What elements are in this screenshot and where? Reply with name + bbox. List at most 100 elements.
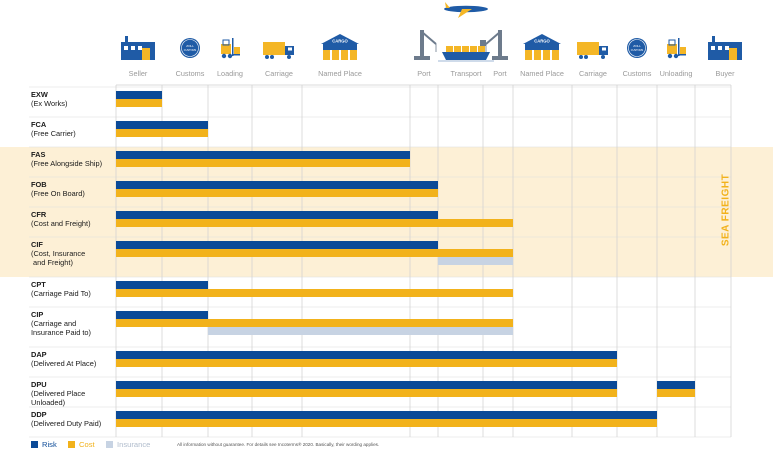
customs-icon-right-ring: [628, 39, 646, 57]
stage-label-6: Transport: [450, 69, 482, 78]
customs-icon-right-text2: CUSTOMS: [631, 49, 644, 52]
row-fullname: and Freight): [31, 258, 73, 267]
stage-label-5: Port: [417, 69, 431, 78]
carriage-truck-icon-left-wheel3: [287, 55, 291, 59]
cargo-ship-icon-container: [454, 46, 461, 52]
customs-icon-right-disc: [627, 38, 647, 58]
legend-cost: Cost: [68, 440, 95, 449]
cargo-ship-icon-container: [470, 46, 477, 52]
buyer-warehouse-icon-window: [711, 46, 715, 50]
bar-cost-ddp: [116, 419, 657, 427]
carriage-truck-icon-left-wheel1: [265, 55, 269, 59]
named-place-cargo-icon-left-body: [323, 44, 357, 50]
loading-forklift-icon-wheel1: [221, 53, 227, 59]
bar-risk-dpu-1: [657, 381, 695, 389]
customs-icon-right-text1: ZOLL: [633, 44, 641, 48]
row-fullname: (Cost, Insurance: [31, 249, 86, 258]
carriage-truck-icon-right-window: [602, 47, 606, 51]
row-label-exw: EXW (Ex Works): [31, 90, 67, 108]
port-crane-icon-left-jib: [421, 31, 437, 45]
bar-risk-exw: [116, 91, 162, 99]
named-place-cargo-icon-right-body: [525, 44, 559, 50]
unloading-forklift-icon: [667, 38, 686, 59]
named-place-cargo-icon-right-crate: [525, 50, 532, 60]
carriage-truck-icon-right-wheel2: [584, 55, 588, 59]
seller-warehouse-icon-window: [124, 46, 128, 50]
named-place-cargo-icon-right-text: CARGO: [534, 39, 550, 44]
row-fullname: (Free On Board): [31, 189, 85, 198]
row-code: DAP: [31, 350, 47, 359]
row-label-cpt: CPT (Carriage Paid To): [31, 280, 91, 298]
bar-cost-fob: [116, 189, 438, 197]
airplane-icon-wing: [458, 9, 472, 18]
loading-forklift-icon-cab: [222, 39, 230, 46]
bar-risk-fob: [116, 181, 438, 189]
row-label-dpu: DPU (Delivered Place Unloaded): [31, 380, 85, 407]
legend-insurance-label: Insurance: [117, 440, 151, 449]
sea-freight-label: SEA FREIGHT: [720, 173, 732, 247]
row-fullname: (Delivered Duty Paid): [31, 419, 102, 428]
cargo-ship-icon-container: [446, 46, 453, 52]
named-place-cargo-icon-right-crate: [552, 50, 559, 60]
bar-cost-cpt: [116, 289, 513, 297]
bar-cost-dpu-1: [657, 389, 695, 397]
bars: [116, 91, 695, 427]
airplane-icon: [444, 2, 488, 18]
bar-risk-dap: [116, 351, 617, 359]
customs-icon-left-disc: [180, 38, 200, 58]
legend-insurance: Insurance: [106, 440, 150, 449]
row-code: DPU: [31, 380, 47, 389]
legend-cost-swatch: [68, 441, 75, 448]
stage-label-2: Loading: [217, 69, 243, 78]
unloading-forklift-icon-wheel1: [667, 53, 673, 59]
seller-warehouse-icon: [121, 36, 155, 60]
cargo-ship-icon-hull: [442, 52, 490, 60]
bar-cost-dpu: [116, 389, 617, 397]
carriage-truck-icon-right: [577, 42, 608, 59]
port-crane-icon-right-base: [492, 56, 508, 60]
customs-icon-left-text1: ZOLL: [186, 44, 194, 48]
customs-icon-left-ring: [181, 39, 199, 57]
stage-label-10: Customs: [622, 69, 652, 78]
bar-risk-cip: [116, 311, 208, 319]
named-place-cargo-icon-left: CARGO: [321, 34, 359, 60]
stage-label-8: Named Place: [520, 69, 564, 78]
row-label-dap: DAP (Delivered At Place): [31, 350, 96, 368]
named-place-cargo-icon-left-crate: [323, 50, 330, 60]
named-place-cargo-icon-left-crate: [332, 50, 339, 60]
loading-forklift-icon-fork: [233, 54, 240, 56]
row-code: FCA: [31, 120, 47, 129]
carriage-truck-icon-left-wheel2: [270, 55, 274, 59]
seller-warehouse-icon-chimney: [125, 36, 128, 43]
loading-forklift-icon-body: [221, 44, 231, 54]
bar-risk-fca: [116, 121, 208, 129]
row-code: CPT: [31, 280, 46, 289]
bar-risk-ddp: [116, 411, 657, 419]
row-fullname: (Cost and Freight): [31, 219, 91, 228]
unloading-forklift-icon-wheel2: [673, 53, 679, 59]
row-label-cip: CIP (Carriage and Insurance Paid to): [31, 310, 91, 337]
cargo-ship-icon: [438, 40, 494, 62]
row-fullname: (Ex Works): [31, 99, 68, 108]
cargo-ship-icon-bridge: [480, 40, 486, 46]
seller-warehouse-icon-window: [138, 46, 142, 50]
bar-cost-cfr: [116, 219, 513, 227]
row-fullname: (Free Carrier): [31, 129, 76, 138]
row-fullname: (Free Alongside Ship): [31, 159, 103, 168]
bar-risk-cfr: [116, 211, 438, 219]
bar-insurance-cip: [208, 327, 513, 335]
row-code: DDP: [31, 410, 47, 419]
carriage-truck-icon-left-window: [288, 47, 292, 51]
stage-label-11: Unloading: [659, 69, 693, 78]
row-code: FAS: [31, 150, 46, 159]
buyer-warehouse-icon-door: [729, 48, 737, 60]
seller-warehouse-icon-window: [131, 46, 135, 50]
port-crane-icon-right-jib: [485, 31, 501, 45]
bar-risk-cif: [116, 241, 438, 249]
loading-forklift-icon-mast: [232, 38, 234, 56]
bar-insurance-cif: [438, 257, 513, 265]
